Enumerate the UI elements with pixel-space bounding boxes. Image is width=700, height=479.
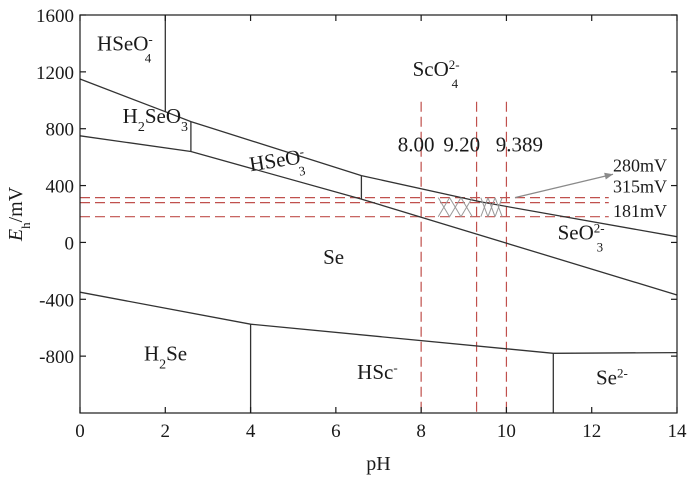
label-h2seo3: H2SeO3 xyxy=(123,104,188,134)
crossing-line xyxy=(449,197,462,217)
y-tick-label: 400 xyxy=(46,177,75,198)
annotation-181mv: 181mV xyxy=(613,201,667,221)
y-tick-label: 1200 xyxy=(36,63,74,84)
crossing-line xyxy=(480,197,489,217)
y-axis-label-main: E xyxy=(5,229,27,242)
y-axis-label-rest: /mV xyxy=(5,186,27,222)
label-se: Se xyxy=(323,245,344,269)
label-hse-text: HSc xyxy=(357,360,393,384)
label-seo3-text: SeO xyxy=(558,221,594,245)
label-h2seo3-part: H xyxy=(123,104,138,128)
arrow-280mv xyxy=(514,173,614,199)
label-hseo4-sup: - xyxy=(148,31,152,46)
label-hseo3-sub: 3 xyxy=(298,163,307,179)
crossing-line xyxy=(437,197,451,217)
label-h2seo3-part: 2 xyxy=(138,120,145,135)
axis-ticks: 0 2 4 6 8 10 12 14 1600 1200 800 400 0 -400 -800 xyxy=(36,6,687,442)
label-se-text: Se xyxy=(323,245,344,269)
phase-boundaries xyxy=(79,15,678,413)
label-h2seo3-part: SeO xyxy=(145,104,181,128)
annotation-ph-9-389: 9.389 xyxy=(496,132,543,156)
x-axis-label: pH xyxy=(366,453,390,475)
label-se2: Se2- xyxy=(596,365,628,390)
annotation-ph-9-2: 9.20 xyxy=(443,132,480,156)
label-hseo3: HSeO- 3 xyxy=(248,143,308,186)
label-seo3-sub: 3 xyxy=(597,240,604,255)
label-hseo4: HSeO- 4 xyxy=(97,31,153,66)
label-seo4-sub: 4 xyxy=(452,76,459,91)
arrowhead-280mv xyxy=(604,172,614,180)
label-hseo3-text: HSeO xyxy=(248,145,302,177)
crossing-line xyxy=(494,197,503,217)
se-lower-boundary xyxy=(79,291,678,354)
label-h2se-part: 2 xyxy=(159,357,166,372)
guide-crossings xyxy=(437,172,614,217)
x-tick-label: 6 xyxy=(331,421,341,442)
species-labels: HSeO-4H2SeO3ScO2-4HSeO-3SeSeO2-3H2SeHSc-… xyxy=(97,31,628,390)
label-h2se-part: H xyxy=(144,341,159,365)
label-se2-sup: 2- xyxy=(617,365,628,380)
label-hseo4-text: HSeO xyxy=(97,32,148,56)
label-seo3-sup: 2- xyxy=(594,220,605,235)
x-tick-label: 4 xyxy=(246,421,256,442)
label-h2seo3-part: 3 xyxy=(181,120,188,135)
label-se2-text: Se xyxy=(596,366,617,390)
annotation-280mv: 280mV xyxy=(613,155,667,175)
x-tick-label: 0 xyxy=(75,421,85,442)
label-hse: HSc- xyxy=(357,359,398,384)
plot-frame xyxy=(79,14,678,414)
label-hse-sup: - xyxy=(393,359,397,374)
crossing-line xyxy=(487,197,496,217)
y-axis-label-sub: h xyxy=(18,222,33,229)
x-tick-label: 14 xyxy=(668,421,688,442)
y-tick-label: -400 xyxy=(39,290,74,311)
annotation-ph-8: 8.00 xyxy=(398,132,435,156)
se-upper-boundary xyxy=(79,135,678,296)
crossing-line xyxy=(460,197,473,217)
x-tick-label: 10 xyxy=(497,421,516,442)
x-tick-label: 2 xyxy=(161,421,171,442)
label-hseo3-sup: - xyxy=(298,143,305,158)
label-hseo4-sub: 4 xyxy=(145,51,152,66)
y-tick-label: 800 xyxy=(46,120,75,141)
label-seo4-text: ScO xyxy=(413,57,449,81)
upper-oxidation-boundary xyxy=(79,78,678,238)
label-seo4-sup: 2- xyxy=(449,57,460,72)
annotation-315mv: 315mV xyxy=(613,177,667,197)
label-seo3: SeO2- 3 xyxy=(558,220,605,255)
y-tick-label: 1600 xyxy=(36,6,74,27)
label-h2se-part: Se xyxy=(166,341,187,365)
x-tick-label: 12 xyxy=(582,421,601,442)
guide-lines xyxy=(80,101,609,413)
x-tick-label: 8 xyxy=(416,421,426,442)
y-tick-label: -800 xyxy=(39,347,74,368)
label-h2se: H2Se xyxy=(144,341,187,372)
label-seo4: ScO2- 4 xyxy=(413,57,460,92)
y-tick-label: 0 xyxy=(65,233,75,254)
y-axis-label: Eh/mV xyxy=(5,186,33,242)
